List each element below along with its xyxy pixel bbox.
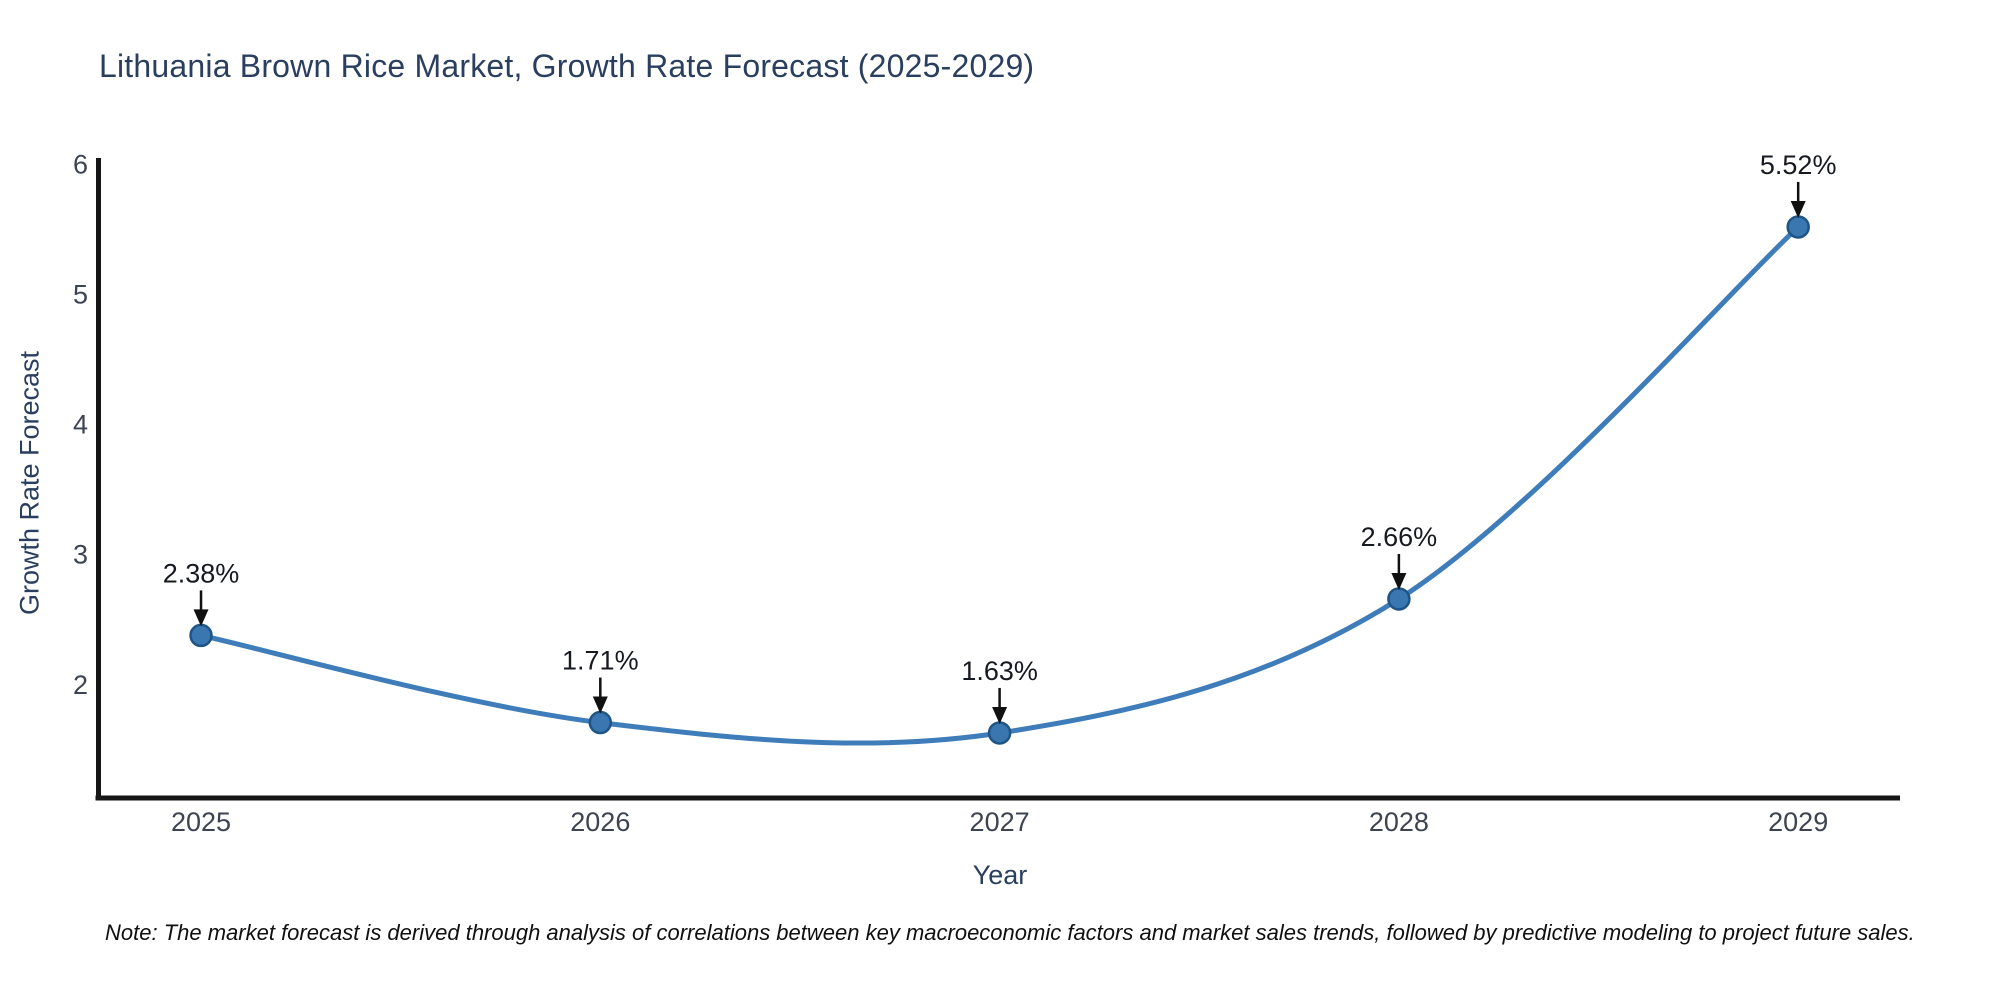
annotation-arrowhead bbox=[992, 706, 1008, 724]
x-tick-label: 2025 bbox=[171, 807, 231, 837]
x-axis-title: Year bbox=[972, 860, 1028, 890]
x-tick-label: 2029 bbox=[1768, 807, 1828, 837]
data-point-marker bbox=[987, 721, 1012, 745]
y-tick-label: 3 bbox=[73, 540, 88, 570]
chart-title: Lithuania Brown Rice Market, Growth Rate… bbox=[99, 48, 1035, 84]
data-point-marker bbox=[189, 623, 213, 648]
footnote: Note: The market forecast is derived thr… bbox=[105, 920, 1915, 945]
x-tick-label: 2027 bbox=[970, 807, 1030, 837]
x-tick-label: 2028 bbox=[1369, 807, 1429, 837]
data-point-label: 1.71% bbox=[562, 646, 639, 676]
y-tick-label: 4 bbox=[73, 410, 88, 440]
data-point-marker bbox=[588, 710, 613, 735]
y-tick-label: 5 bbox=[73, 280, 88, 310]
annotation-arrowhead bbox=[1391, 572, 1407, 590]
x-tick-label: 2026 bbox=[570, 807, 630, 837]
y-tick-label: 6 bbox=[73, 150, 88, 180]
annotation-arrowhead bbox=[193, 609, 209, 627]
data-point-label: 1.63% bbox=[961, 656, 1038, 686]
y-tick-label: 2 bbox=[73, 670, 88, 700]
annotation-arrowhead bbox=[592, 696, 608, 714]
data-point-marker bbox=[1387, 587, 1411, 611]
data-point-label: 2.38% bbox=[163, 558, 240, 588]
data-point-marker bbox=[1786, 215, 1810, 239]
data-point-label: 5.52% bbox=[1760, 150, 1837, 180]
annotation-arrowhead bbox=[1790, 200, 1806, 218]
data-point-label: 2.66% bbox=[1361, 522, 1438, 552]
